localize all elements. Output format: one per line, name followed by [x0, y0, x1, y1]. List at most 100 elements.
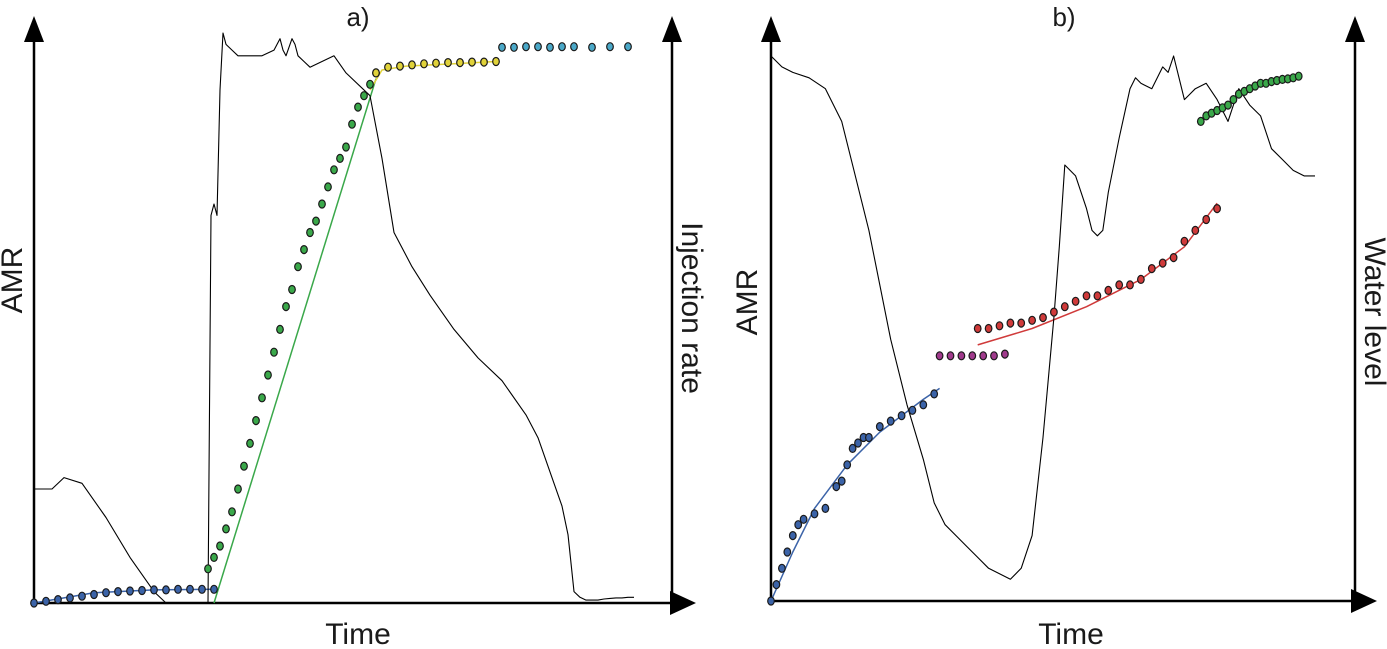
data-point-s0-2 — [54, 594, 62, 605]
data-point-s2-4 — [228, 507, 236, 517]
data-point-s2-5 — [990, 351, 998, 361]
y2-axis-arrow — [1345, 16, 1365, 42]
data-point-s3-0 — [973, 323, 982, 334]
data-point-s2-13 — [282, 302, 290, 312]
data-point-s2-24 — [348, 119, 356, 129]
data-point-s3-10 — [1082, 291, 1091, 301]
data-point-s3-4 — [1017, 318, 1026, 328]
data-point-s3-14 — [1126, 280, 1134, 290]
y-axis-arrow — [761, 16, 781, 42]
data-point-s4-2 — [396, 61, 404, 71]
data-point-s2-22 — [336, 153, 344, 163]
data-point-s0-15 — [864, 432, 873, 443]
data-point-s6-2 — [522, 42, 530, 52]
fit-line-4 — [977, 202, 1218, 346]
chart-title: a) — [346, 2, 369, 32]
data-point-s5-5 — [1224, 100, 1232, 110]
data-point-s6-1 — [510, 42, 518, 52]
y2-axis-label: Injection rate — [675, 222, 708, 394]
fit-line-3 — [213, 78, 377, 604]
data-point-s4-1 — [384, 62, 392, 72]
data-point-s2-6 — [1001, 349, 1009, 359]
data-point-s5-18 — [1294, 71, 1303, 81]
data-point-s0-10 — [837, 476, 846, 486]
data-point-s4-10 — [492, 56, 500, 67]
data-point-s4-5 — [432, 58, 440, 68]
data-point-s2-3 — [968, 351, 977, 361]
data-point-s0-0 — [767, 596, 775, 606]
chart-title: b) — [1052, 2, 1075, 32]
data-point-s2-0 — [204, 564, 212, 574]
data-point-s3-9 — [1071, 296, 1080, 306]
data-point-s3-13 — [1115, 280, 1124, 290]
data-point-s4-3 — [408, 60, 416, 70]
data-point-s0-12 — [174, 584, 182, 594]
data-point-s3-19 — [1180, 236, 1189, 246]
data-point-s0-9 — [832, 482, 841, 492]
y-axis-label: AMR — [731, 269, 764, 336]
data-point-s3-7 — [1050, 307, 1058, 317]
data-point-s6-8 — [606, 42, 614, 52]
chart-panel-b: b) Time AMR Water level — [731, 0, 1387, 649]
chart-panel-a: a) Time AMR Injection rate — [0, 2, 708, 649]
chart-b-svg: b) Time AMR Water level — [731, 2, 1387, 649]
data-point-s2-12 — [276, 324, 284, 334]
data-point-s0-1 — [772, 579, 781, 590]
data-point-s0-3 — [783, 547, 792, 557]
data-point-s0-11 — [162, 585, 170, 595]
data-point-s3-1 — [984, 323, 993, 334]
data-point-s0-5 — [90, 589, 98, 600]
data-point-s5-6 — [1229, 94, 1238, 105]
data-point-s2-1 — [946, 351, 955, 361]
data-point-s2-16 — [300, 245, 308, 255]
data-point-s2-19 — [318, 199, 326, 209]
y-axis-label: AMR — [0, 247, 29, 314]
data-point-s2-21 — [330, 165, 338, 175]
data-point-s3-17 — [1158, 258, 1167, 268]
data-point-s2-7 — [246, 438, 254, 448]
data-point-s0-16 — [875, 422, 884, 432]
data-point-s2-18 — [312, 216, 320, 226]
fit-line-1 — [770, 387, 941, 602]
data-point-s3-6 — [1039, 313, 1047, 323]
data-point-s3-21 — [1202, 214, 1211, 225]
data-point-s2-25 — [354, 102, 362, 112]
y-axis-arrow — [24, 16, 44, 42]
data-point-s3-16 — [1147, 264, 1156, 274]
data-point-s0-21 — [930, 389, 939, 399]
x-axis-label: Time — [325, 618, 391, 649]
data-point-s3-5 — [1028, 315, 1037, 325]
data-point-s4-6 — [444, 57, 452, 68]
data-point-s2-1 — [210, 552, 218, 563]
data-point-s0-0 — [30, 598, 38, 608]
data-point-s2-4 — [979, 351, 988, 361]
data-point-s2-8 — [252, 416, 260, 426]
data-point-s0-14 — [198, 584, 206, 594]
data-point-s2-23 — [342, 142, 350, 152]
data-point-s3-15 — [1137, 274, 1145, 284]
data-point-s4-8 — [468, 57, 476, 67]
data-point-s0-6 — [102, 588, 110, 598]
data-line — [770, 55, 1315, 580]
data-point-s0-19 — [908, 405, 917, 415]
data-point-s2-27 — [366, 79, 374, 89]
data-point-s2-20 — [324, 182, 332, 192]
fit-line-1 — [33, 588, 215, 604]
data-point-s0-20 — [919, 400, 928, 410]
data-point-s0-2 — [778, 563, 786, 573]
data-point-s0-8 — [126, 586, 134, 596]
data-point-s0-1 — [42, 596, 50, 606]
data-point-s0-5 — [794, 520, 803, 530]
data-point-s2-17 — [306, 227, 314, 238]
data-point-s0-13 — [854, 438, 862, 448]
data-point-s2-3 — [222, 524, 230, 534]
y2-axis-label: Water level — [1358, 238, 1387, 387]
data-point-s2-15 — [294, 262, 302, 272]
data-point-s2-0 — [935, 351, 944, 361]
data-point-s6-4 — [546, 42, 554, 52]
data-point-s0-8 — [821, 503, 830, 513]
data-point-s2-6 — [240, 461, 248, 471]
x-axis-arrow — [1351, 589, 1377, 613]
data-point-s0-15 — [210, 584, 218, 594]
data-point-s3-12 — [1104, 285, 1113, 295]
